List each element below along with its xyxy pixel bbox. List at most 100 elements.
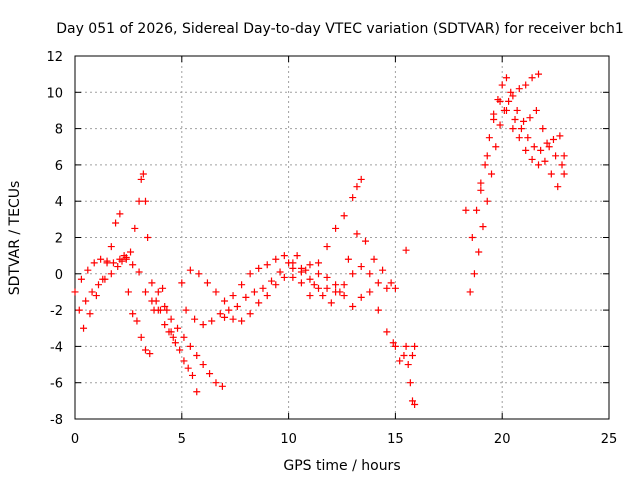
data-point	[272, 281, 280, 289]
data-point	[159, 284, 167, 292]
data-point	[349, 270, 357, 278]
data-point	[221, 297, 229, 305]
data-point	[344, 255, 352, 263]
data-point	[255, 299, 263, 307]
data-point	[357, 263, 365, 271]
data-point	[163, 306, 171, 314]
data-point	[169, 333, 177, 341]
data-point	[383, 284, 391, 292]
data-point	[366, 270, 374, 278]
data-point	[513, 106, 521, 114]
data-point	[411, 400, 419, 408]
data-point	[357, 293, 365, 301]
data-point	[315, 270, 323, 278]
data-point	[103, 259, 111, 267]
data-point	[379, 266, 387, 274]
data-point	[515, 85, 523, 93]
series-track-h	[391, 246, 419, 408]
x-tick-label: 25	[601, 432, 618, 447]
data-point	[141, 346, 149, 354]
data-point	[517, 125, 525, 133]
data-point	[310, 281, 318, 289]
data-point	[144, 234, 152, 241]
data-point	[297, 264, 305, 272]
x-tick-label: 5	[178, 432, 186, 447]
series-track-g	[289, 261, 399, 296]
data-point	[180, 333, 188, 341]
data-point	[246, 310, 254, 318]
data-point	[353, 230, 361, 238]
data-point	[396, 357, 404, 365]
data-point	[161, 302, 169, 310]
data-point	[131, 224, 139, 232]
data-point	[528, 155, 536, 163]
data-point	[323, 284, 331, 292]
data-point	[114, 263, 122, 271]
data-point	[496, 121, 504, 129]
data-point	[408, 351, 416, 359]
data-point	[146, 350, 154, 358]
data-point	[404, 361, 412, 369]
data-point	[323, 273, 331, 281]
data-point	[199, 361, 207, 369]
data-point	[212, 288, 220, 296]
x-tick-label: 20	[494, 432, 511, 447]
data-point	[502, 106, 510, 114]
data-point	[549, 135, 557, 143]
data-point	[535, 161, 543, 169]
data-point	[505, 97, 513, 105]
data-point	[229, 292, 237, 300]
data-point	[268, 277, 276, 285]
data-point	[547, 170, 555, 178]
data-point	[511, 116, 519, 124]
data-point	[306, 275, 314, 283]
data-point	[208, 317, 216, 325]
data-point	[141, 288, 149, 296]
data-point	[263, 292, 271, 300]
data-point	[383, 328, 391, 336]
data-point	[340, 281, 348, 289]
data-point	[306, 261, 314, 269]
grid-layer	[75, 56, 609, 419]
data-point	[389, 339, 397, 347]
data-point	[148, 279, 156, 287]
data-point	[293, 252, 301, 260]
data-point	[332, 288, 340, 296]
y-tick-label: -8	[50, 413, 63, 428]
data-point	[218, 382, 226, 390]
y-tick-label: 12	[46, 50, 63, 65]
y-tick-label: 8	[55, 123, 63, 138]
data-point	[86, 310, 94, 318]
data-point	[552, 152, 560, 160]
data-point	[473, 206, 481, 214]
data-point	[537, 146, 545, 154]
data-point	[167, 315, 175, 323]
data-point	[229, 315, 237, 323]
data-point	[374, 279, 382, 287]
data-point	[88, 288, 96, 296]
data-point	[539, 125, 547, 133]
data-point	[90, 259, 98, 267]
data-point	[71, 288, 79, 296]
data-point	[255, 264, 263, 272]
data-point	[492, 143, 500, 151]
data-point	[402, 342, 410, 350]
data-point	[481, 161, 489, 169]
data-point	[75, 306, 83, 314]
data-point	[107, 243, 115, 251]
data-point	[558, 161, 566, 169]
data-point	[319, 292, 327, 300]
data-point	[80, 324, 88, 332]
data-point	[327, 299, 335, 307]
series-track-c	[80, 210, 201, 396]
data-point	[545, 143, 553, 151]
data-point	[297, 279, 305, 287]
data-point	[411, 342, 419, 350]
data-point	[353, 183, 361, 191]
series-track-i	[462, 70, 543, 296]
x-tick-label: 0	[71, 432, 79, 447]
data-point	[361, 237, 369, 245]
chart-title: Day 051 of 2026, Sidereal Day-to-day VTE…	[56, 21, 624, 37]
data-point	[400, 351, 408, 359]
y-tick-label: -2	[50, 304, 63, 319]
